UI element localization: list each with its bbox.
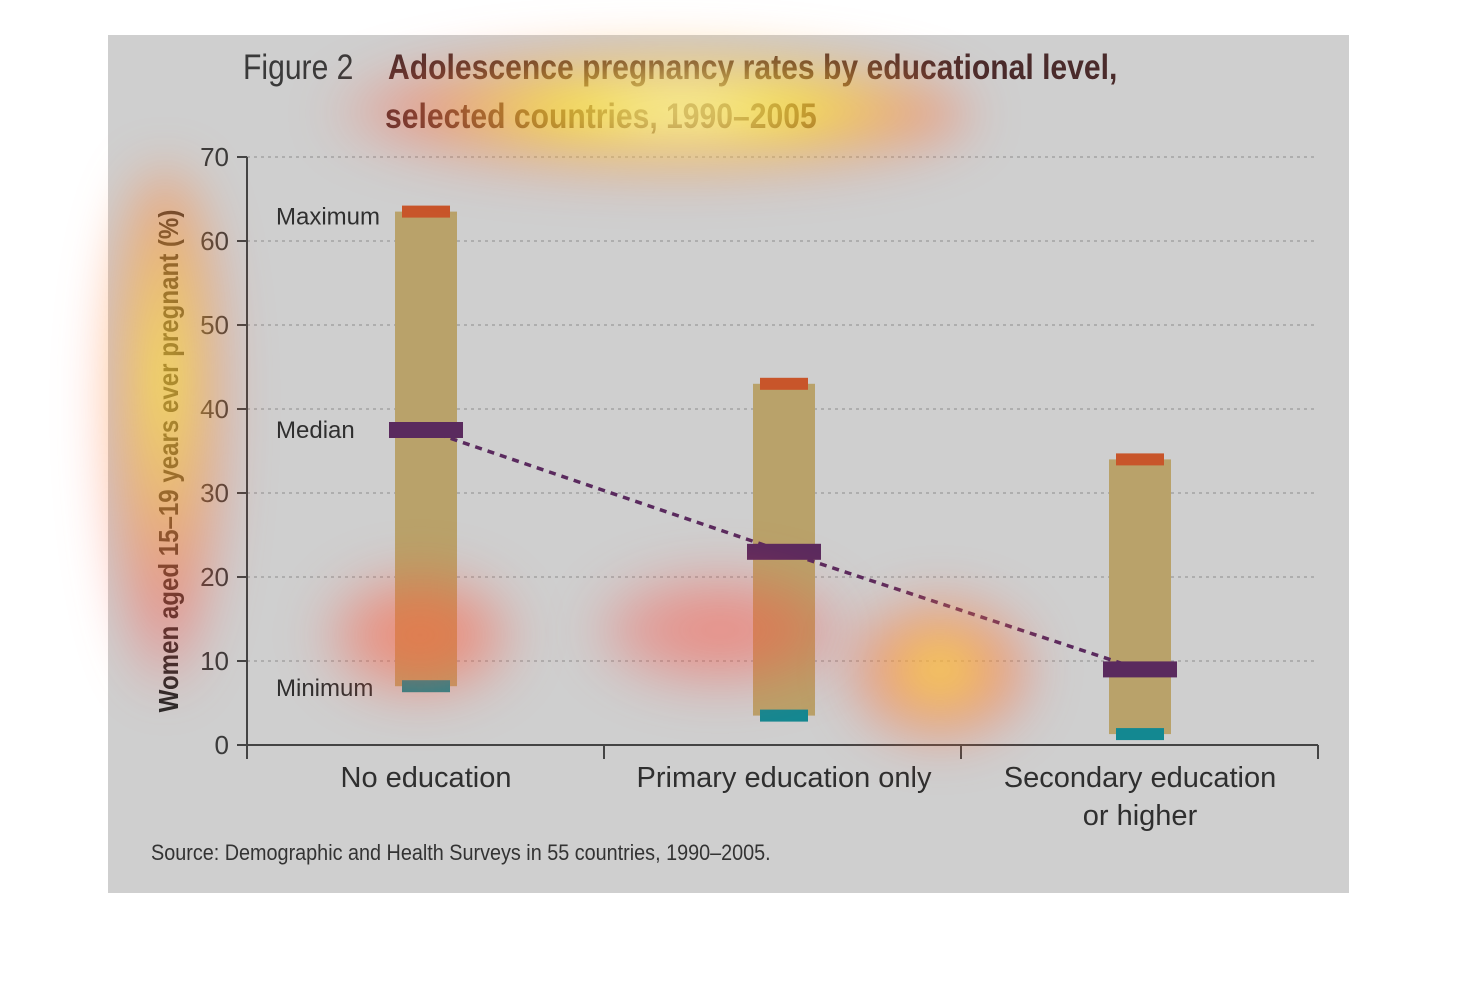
median-marker	[389, 422, 463, 438]
annotation-maximum: Maximum	[276, 204, 380, 231]
x-category-label: Secondary education	[1004, 762, 1276, 794]
y-tick-label: 40	[200, 394, 229, 424]
y-tick-label: 30	[200, 478, 229, 508]
median-marker	[1103, 661, 1177, 678]
y-tick-label: 0	[215, 730, 229, 760]
maximum-marker	[760, 377, 808, 390]
minimum-marker	[760, 709, 808, 722]
y-tick-label: 10	[200, 646, 229, 676]
source-note: Source: Demographic and Health Surveys i…	[151, 840, 771, 865]
minimum-marker	[1116, 728, 1164, 741]
y-tick-label: 70	[200, 142, 229, 172]
range-bar	[1109, 459, 1171, 735]
minimum-marker	[402, 680, 450, 693]
annotation-median: Median	[276, 417, 355, 444]
x-category-label: or higher	[1083, 800, 1198, 832]
y-tick-label: 20	[200, 562, 229, 592]
y-tick-label: 50	[200, 310, 229, 340]
maximum-marker	[402, 205, 450, 218]
y-axis-title: Women aged 15–19 years ever pregnant (%)	[152, 210, 184, 713]
median-marker	[747, 543, 821, 560]
x-category-label: No education	[341, 762, 512, 794]
maximum-marker	[1116, 453, 1164, 466]
range-bar	[395, 211, 457, 687]
y-tick-label: 60	[200, 226, 229, 256]
x-category-label: Primary education only	[637, 762, 932, 794]
annotation-minimum: Minimum	[276, 675, 373, 702]
